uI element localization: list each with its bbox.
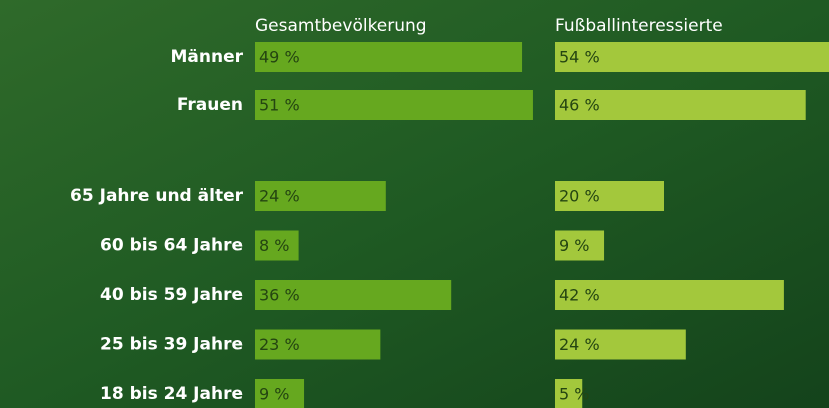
legend-label: Gesamtbevölkerung <box>255 16 427 36</box>
category-label: 40 bis 59 Jahre <box>100 285 243 305</box>
value-label: 5 % <box>559 385 589 404</box>
value-label: 51 % <box>259 96 300 115</box>
category-label: Frauen <box>177 95 243 115</box>
category-label: 65 Jahre und älter <box>70 186 244 206</box>
value-label: 49 % <box>259 48 300 67</box>
category-label: Männer <box>170 47 243 67</box>
value-label: 54 % <box>559 48 600 67</box>
value-label: 9 % <box>259 385 289 404</box>
value-label: 42 % <box>559 286 600 305</box>
category-label: 60 bis 64 Jahre <box>100 236 243 256</box>
category-label: 18 bis 24 Jahre <box>100 384 243 404</box>
legend-label: Fußballinteressierte <box>555 16 723 36</box>
value-label: 46 % <box>559 96 600 115</box>
value-label: 9 % <box>559 236 589 255</box>
value-label: 36 % <box>259 286 300 305</box>
chart: Männer Frauen 65 Jahre und älter 60 bis 64 … <box>0 0 829 408</box>
value-label: 24 % <box>559 335 600 354</box>
value-label: 24 % <box>259 187 300 206</box>
value-label: 20 % <box>559 187 600 206</box>
value-label: 8 % <box>259 236 289 255</box>
category-label: 25 bis 39 Jahre <box>100 335 243 355</box>
value-label: 23 % <box>259 335 300 354</box>
